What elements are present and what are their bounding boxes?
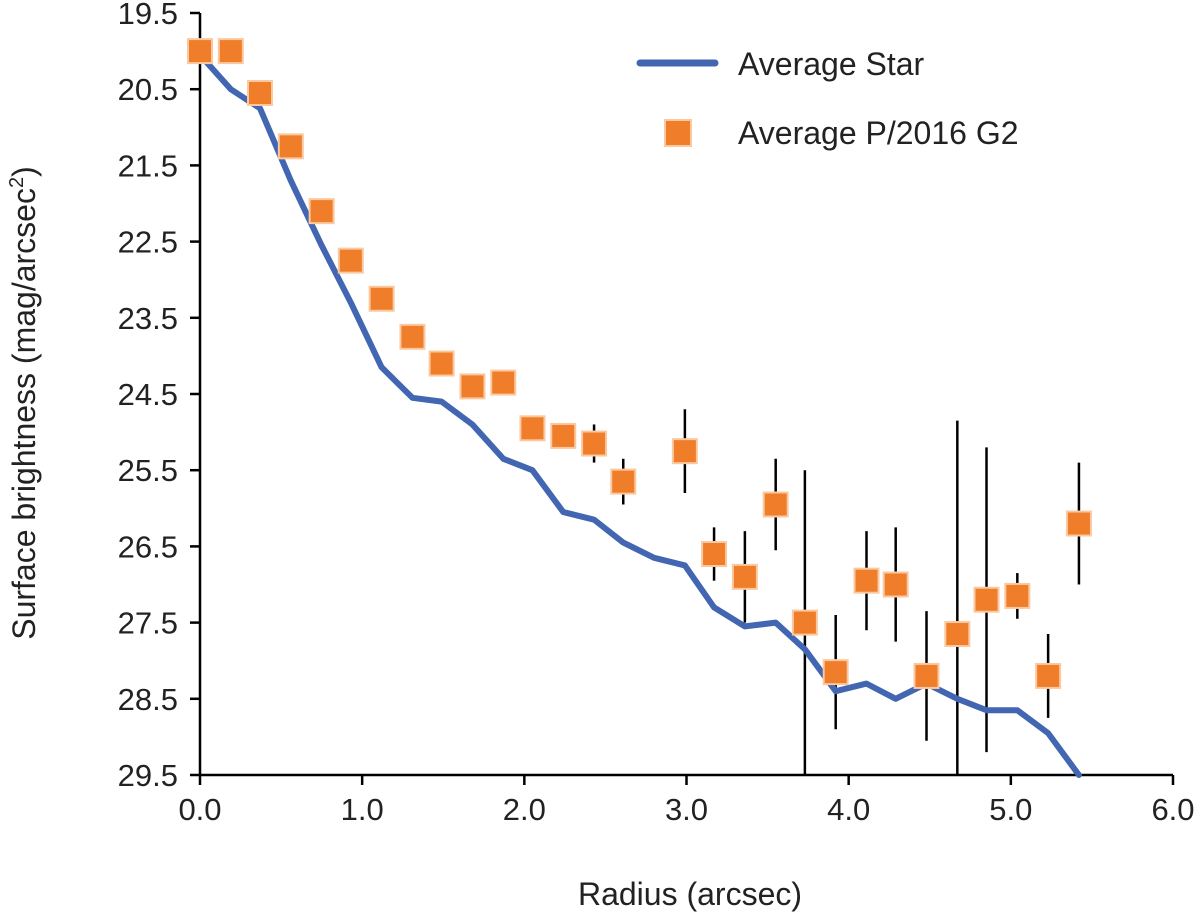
y-tick-label: 21.5: [118, 148, 178, 183]
average-star-line-group: [197, 51, 1082, 778]
y-tick-label: 29.5: [118, 758, 178, 793]
comet-data-point: [277, 133, 304, 160]
y-tick-label: 20.5: [118, 72, 178, 107]
comet-data-point: [217, 38, 244, 65]
x-tick-label: 6.0: [1151, 792, 1194, 827]
comet-data-point: [762, 491, 789, 518]
comet-data-point: [187, 38, 213, 65]
comet-data-point: [731, 563, 758, 590]
comet-data-point: [247, 80, 274, 107]
comet-data-point: [308, 198, 335, 225]
legend-label-average-comet: Average P/2016 G2: [738, 115, 1019, 151]
comet-data-point: [550, 422, 577, 449]
y-tick-label: 25.5: [118, 453, 178, 488]
y-axis-title: Surface brightness (mag/arcsec2): [6, 166, 42, 640]
comet-data-point: [944, 621, 971, 648]
x-tick-label: 5.0: [989, 792, 1032, 827]
x-tick-label: 2.0: [503, 792, 546, 827]
y-tick-label: 19.5: [118, 0, 178, 31]
comet-data-point: [337, 247, 364, 274]
x-axis-title: Radius (arcsec): [578, 876, 802, 912]
comet-data-point: [913, 662, 940, 689]
comet-data-point: [973, 586, 1000, 613]
comet-data-point: [399, 323, 426, 350]
comet-data-point: [822, 659, 849, 686]
legend-label-average-star: Average Star: [738, 46, 925, 82]
comet-data-point: [1004, 582, 1031, 609]
comet-data-point: [428, 350, 455, 377]
comet-data-point: [701, 541, 728, 568]
y-tick-label: 24.5: [118, 377, 178, 412]
comet-data-point: [1035, 662, 1062, 689]
comet-data-point: [490, 369, 517, 396]
x-tick-label: 1.0: [341, 792, 384, 827]
comet-data-point: [882, 571, 909, 598]
comet-data-point: [459, 373, 486, 400]
comet-data-point: [519, 415, 546, 442]
comet-data-point: [1065, 510, 1092, 537]
y-tick-label: 28.5: [118, 682, 178, 717]
y-tick-label: 22.5: [118, 225, 178, 260]
y-tick-label: 27.5: [118, 606, 178, 641]
comet-data-point: [791, 609, 818, 636]
legend: Average Star Average P/2016 G2: [636, 46, 1019, 151]
x-tick-label: 0.0: [178, 792, 221, 827]
y-tick-label: 26.5: [118, 529, 178, 564]
tick-labels: 19.5 20.5 21.5 22.5 23.5 24.5 25.5 26.5 27.5 28.5…: [118, 0, 1195, 827]
x-tick-label: 4.0: [827, 792, 870, 827]
comet-data-point: [610, 468, 637, 495]
comet-data-point: [671, 438, 698, 465]
axes: [190, 11, 1175, 785]
average-star-line: [197, 51, 1082, 778]
comet-data-point: [368, 285, 395, 312]
comet-markers: [187, 38, 1092, 689]
y-tick-label: 23.5: [118, 301, 178, 336]
x-tick-label: 3.0: [665, 792, 708, 827]
legend-square-swatch: [664, 119, 692, 147]
comet-data-point: [581, 430, 608, 457]
comet-data-point: [853, 567, 880, 594]
